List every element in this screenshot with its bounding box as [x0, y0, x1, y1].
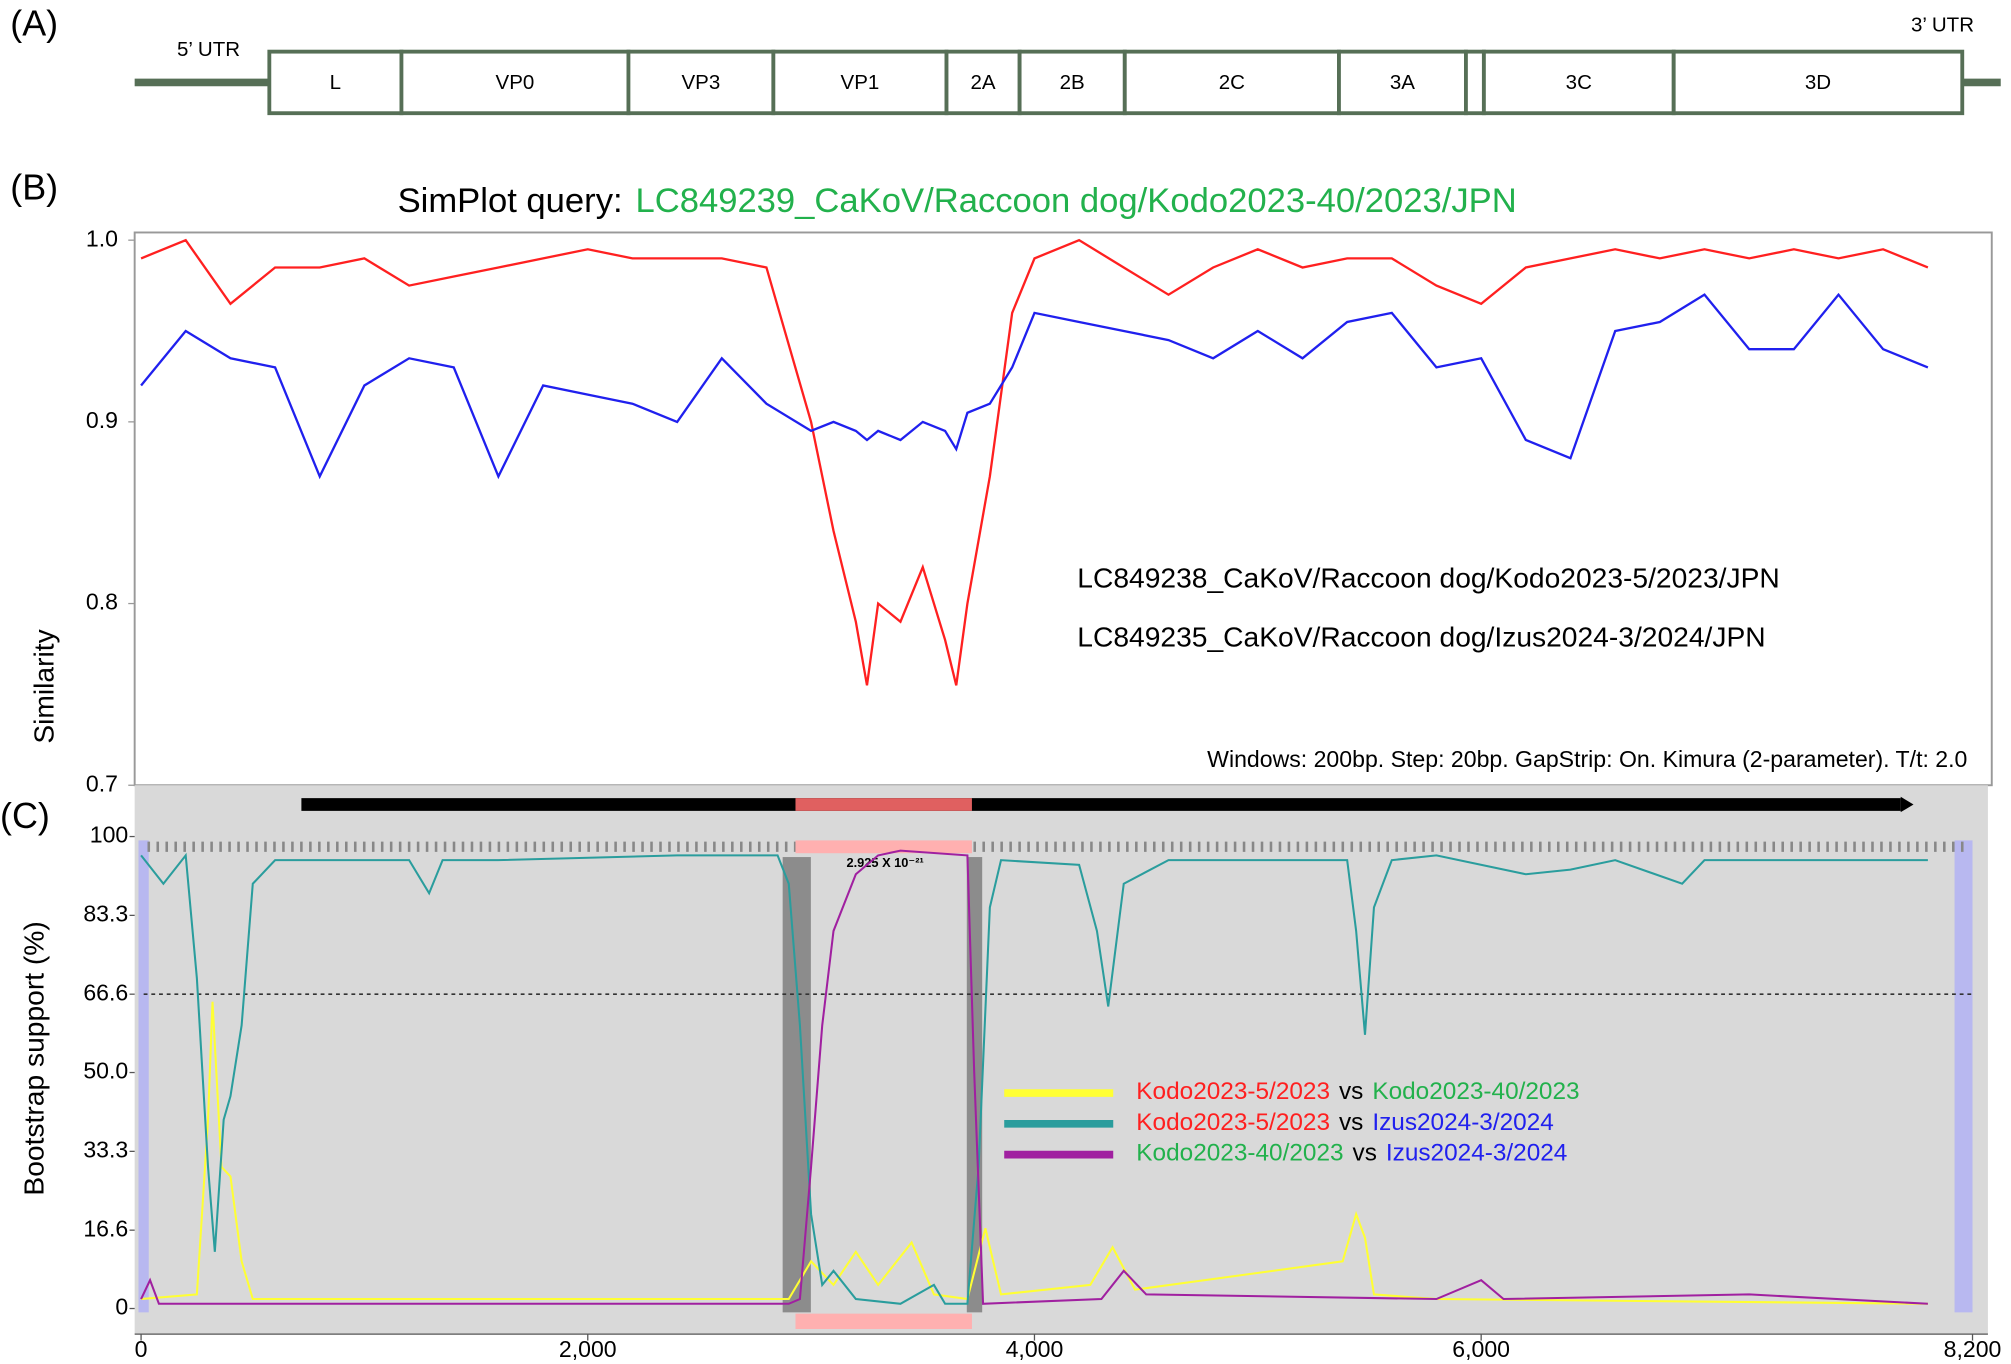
bootstrap-line: [140, 849, 1928, 1305]
genome-segment: [626, 49, 776, 116]
legend-part: Izus2024-3/2024: [1372, 1109, 1553, 1136]
y-tick-label: 100: [90, 822, 129, 848]
y-axis-title: Similarity: [28, 628, 60, 743]
segment-label: L: [330, 71, 341, 94]
breakpoint-band: [782, 857, 811, 1313]
genome-segment: [1122, 49, 1341, 116]
utr-label: 5’ UTR: [177, 38, 240, 61]
chart-title: SimPlot query: LC849239_CaKoV/Raccoon dog…: [398, 182, 1517, 220]
title-query: LC849239_CaKoV/Raccoon dog/Kodo2023-40/2…: [635, 182, 1516, 220]
segment-label: 2C: [1219, 71, 1245, 94]
y-tick-label: 33.3: [83, 1136, 128, 1162]
plot-frame: [133, 231, 1993, 787]
genome-arrow-head: [1900, 796, 1914, 813]
similarity-line: [140, 292, 1929, 480]
segment-label: VP1: [841, 71, 880, 94]
genome-segment: [1671, 49, 1965, 116]
y-tick-label: 1.0: [86, 225, 118, 251]
legend-entry: LC849238_CaKoV/Raccoon dog/Kodo2023-5/20…: [1077, 561, 1779, 593]
y-tick-label: 0.8: [86, 589, 118, 615]
y-tick-label: 83.3: [83, 900, 128, 926]
genome-segment: [1017, 49, 1127, 116]
region-highlight: [795, 840, 972, 854]
legend-entry: LC849235_CaKoV/Raccoon dog/Izus2024-3/20…: [1077, 620, 1765, 652]
legend-entry: Kodo2023-5/2023 vs Izus2024-3/2024: [1136, 1109, 1554, 1136]
segment-label: 3D: [1805, 71, 1831, 94]
y-tick-label: 50.0: [83, 1058, 128, 1084]
genome-segment: [1337, 49, 1468, 116]
y-tick-label: 0.7: [86, 770, 118, 796]
x-tick-label: 0: [135, 1336, 148, 1362]
panel-label: (C): [0, 795, 50, 836]
segment-label: 2B: [1060, 71, 1085, 94]
legend-entry: Kodo2023-40/2023 vs Izus2024-3/2024: [1136, 1140, 1567, 1167]
legend-part: vs: [1339, 1109, 1363, 1136]
segment-label: 3C: [1566, 71, 1592, 94]
edge-band: [1954, 840, 1973, 1313]
y-tick-label: 0.9: [86, 407, 118, 433]
y-axis-title: Bootstrap support (%): [17, 921, 49, 1195]
y-tick-label: 0: [115, 1294, 128, 1320]
legend-part: Kodo2023-40/2023: [1136, 1140, 1343, 1167]
legend-entry: Kodo2023-5/2023 vs Kodo2023-40/2023: [1136, 1078, 1579, 1105]
title-text: SimPlot query:: [398, 182, 623, 220]
bootstrap-line: [140, 852, 1928, 1305]
genome-segment: [1481, 49, 1676, 116]
utr-label: 3’ UTR: [1911, 13, 1974, 36]
legend-part: vs: [1353, 1140, 1377, 1167]
annotation: 2.925 X 10⁻²¹: [846, 855, 923, 870]
legend-part: Izus2024-3/2024: [1386, 1140, 1567, 1167]
legend-part: Kodo2023-5/2023: [1136, 1109, 1330, 1136]
legend-part: Kodo2023-5/2023: [1136, 1078, 1330, 1105]
region-highlight: [795, 1313, 972, 1330]
y-tick-label: 16.6: [83, 1215, 128, 1241]
genome-segment: [771, 49, 949, 116]
edge-band: [138, 840, 149, 1313]
panel-label: (A): [10, 2, 58, 43]
segment-label: VP3: [682, 71, 721, 94]
panel-label: (B): [10, 167, 58, 208]
similarity-line: [140, 238, 1929, 686]
y-tick-label: 66.6: [83, 979, 128, 1005]
segment-label: 2A: [971, 71, 996, 94]
legend-part: Kodo2023-40/2023: [1372, 1078, 1579, 1105]
genome-segment: [1464, 49, 1486, 116]
annotation: Windows: 200bp. Step: 20bp. GapStrip: On…: [1207, 746, 1967, 772]
plot-background: [134, 785, 1988, 1335]
segment-label: 3A: [1390, 71, 1415, 94]
bootstrap-line: [140, 1001, 1928, 1305]
segment-label: VP0: [496, 71, 535, 94]
legend-part: vs: [1339, 1078, 1363, 1105]
